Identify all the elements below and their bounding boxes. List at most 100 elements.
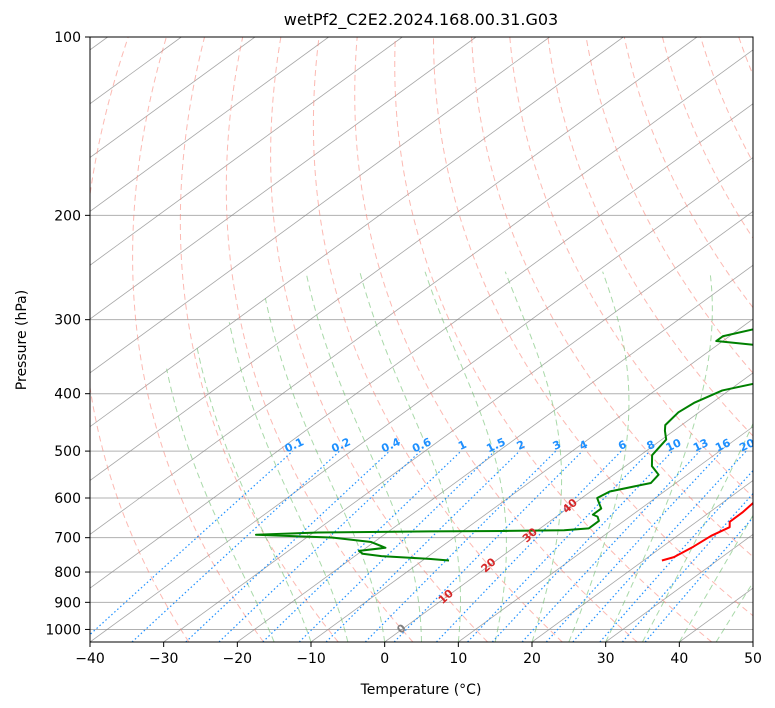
chart-title: wetPf2_C2E2.2024.168.00.31.G03 <box>284 10 558 30</box>
mixing-ratio-label: 0.1 <box>283 435 306 455</box>
mixing-ratio-line <box>90 450 294 636</box>
series-lines <box>254 328 753 562</box>
x-tick-label: −30 <box>149 651 179 667</box>
moist-adiabat-line <box>228 322 349 642</box>
y-tick-label: 400 <box>54 387 81 403</box>
mixing-ratio-line <box>599 469 753 642</box>
moist-adiabat-line <box>305 271 422 642</box>
dry-adiabat-line <box>471 37 753 558</box>
dry-adiabat-line <box>509 37 753 498</box>
x-tick-label: 30 <box>597 651 615 667</box>
mixing-ratio-label: 1.5 <box>484 435 507 455</box>
x-tick-label: 40 <box>670 651 688 667</box>
moist-adiabat-line <box>568 271 630 642</box>
dry-adiabat-line <box>547 37 753 437</box>
dry-adiabat-label: 30 <box>520 525 540 545</box>
x-tick-label: 0 <box>380 651 389 667</box>
isotherm-line <box>90 37 403 266</box>
dry-adiabat-line <box>90 37 190 642</box>
moist-adiabat-line <box>196 346 312 642</box>
moist-adiabat-line <box>605 271 713 642</box>
dry-adiabat-line <box>179 37 339 642</box>
y-tick-label: 700 <box>54 531 81 547</box>
isotherm-line <box>90 37 624 428</box>
dry-adiabat-line <box>132 37 264 642</box>
mixing-ratio-label: 2 <box>515 438 527 453</box>
mixing-ratio-line <box>325 450 521 642</box>
x-tick-label: −10 <box>296 651 326 667</box>
isotherm-line <box>90 37 256 159</box>
mixing-ratio-line <box>545 450 723 642</box>
dewpoint-series-line <box>254 328 753 562</box>
moist-adiabats <box>166 271 753 642</box>
isotherm-line <box>90 37 698 482</box>
dry-adiabat-line <box>700 37 753 164</box>
x-tick-label: −40 <box>75 651 105 667</box>
moist-adiabat-line <box>678 514 753 642</box>
isotherms <box>90 37 753 642</box>
y-tick-label: 500 <box>54 444 81 460</box>
y-axis-label: Pressure (hPa) <box>14 290 30 390</box>
mixing-ratio-line <box>364 450 557 642</box>
mixing-ratio-line <box>572 450 747 642</box>
dry-adiabat-line <box>354 37 638 642</box>
moist-adiabat-line <box>752 641 753 642</box>
mixing-ratio-label: 25 <box>762 436 775 454</box>
x-axis-label: Temperature (°C) <box>360 682 482 698</box>
isotherm-line <box>90 37 477 320</box>
moist-adiabat-line <box>504 271 563 642</box>
y-tick-label: 1000 <box>45 622 81 638</box>
x-tick-label: 20 <box>523 651 541 667</box>
isotherm-line <box>90 37 550 374</box>
moist-adiabat-line <box>264 298 386 642</box>
moist-adiabat-line <box>715 581 753 642</box>
mixing-ratio-line <box>435 450 622 642</box>
annotations: 0.10.20.40.611.5234681013162025303601020… <box>283 435 775 636</box>
isotherm-line <box>458 426 753 642</box>
dry-adiabats <box>90 37 753 642</box>
mixing-ratio-lines <box>90 450 753 642</box>
pressure-gridlines <box>90 37 753 630</box>
dry-adiabat-label: 0 <box>394 621 409 636</box>
dry-adiabat-line <box>270 37 488 642</box>
mixing-ratio-label: 13 <box>691 436 710 454</box>
dry-adiabat-line <box>738 37 753 77</box>
dry-adiabat-line <box>312 37 563 642</box>
isotherm-line <box>163 210 753 642</box>
moist-adiabat-line <box>642 422 753 642</box>
isotherm-line <box>90 103 753 589</box>
x-tick-label: 50 <box>744 651 762 667</box>
y-tick-label: 900 <box>54 595 81 611</box>
x-tick-label: −20 <box>223 651 253 667</box>
mixing-ratio-label: 0.6 <box>410 435 433 455</box>
isotherm-line <box>384 372 753 642</box>
x-axis: −40 −30 −20 −10 0 10 20 30 40 50 <box>75 642 762 667</box>
moist-adiabat-line <box>424 271 507 642</box>
mixing-ratio-label: 3 <box>551 438 563 453</box>
y-tick-label: 600 <box>54 491 81 507</box>
temperature-series-line <box>661 501 753 562</box>
mixing-ratio-label: 0.4 <box>379 435 402 455</box>
plot-area: 0.10.20.40.611.5234681013162025303601020… <box>90 37 775 642</box>
mixing-ratio-line <box>644 516 753 642</box>
dry-adiabat-line <box>225 37 414 642</box>
mixing-ratio-line <box>131 450 341 642</box>
dry-adiabat-line <box>585 37 753 374</box>
isotherm-line <box>90 37 329 212</box>
isotherm-line <box>310 318 753 642</box>
mixing-ratio-line <box>298 450 496 642</box>
y-tick-label: 100 <box>54 30 81 46</box>
isotherm-line <box>90 157 753 642</box>
mixing-ratio-line <box>262 450 462 642</box>
y-tick-label: 200 <box>54 208 81 224</box>
dry-adiabat-line <box>432 37 753 617</box>
mixing-ratio-line <box>521 450 701 642</box>
plot-frame <box>89 36 754 643</box>
mixing-ratio-line <box>185 450 391 642</box>
moist-adiabat-line <box>166 368 275 642</box>
mixing-ratio-label: 10 <box>664 436 684 454</box>
x-tick-label: 10 <box>449 651 467 667</box>
dry-adiabat-label: 40 <box>560 496 580 516</box>
y-tick-label: 800 <box>54 565 81 581</box>
